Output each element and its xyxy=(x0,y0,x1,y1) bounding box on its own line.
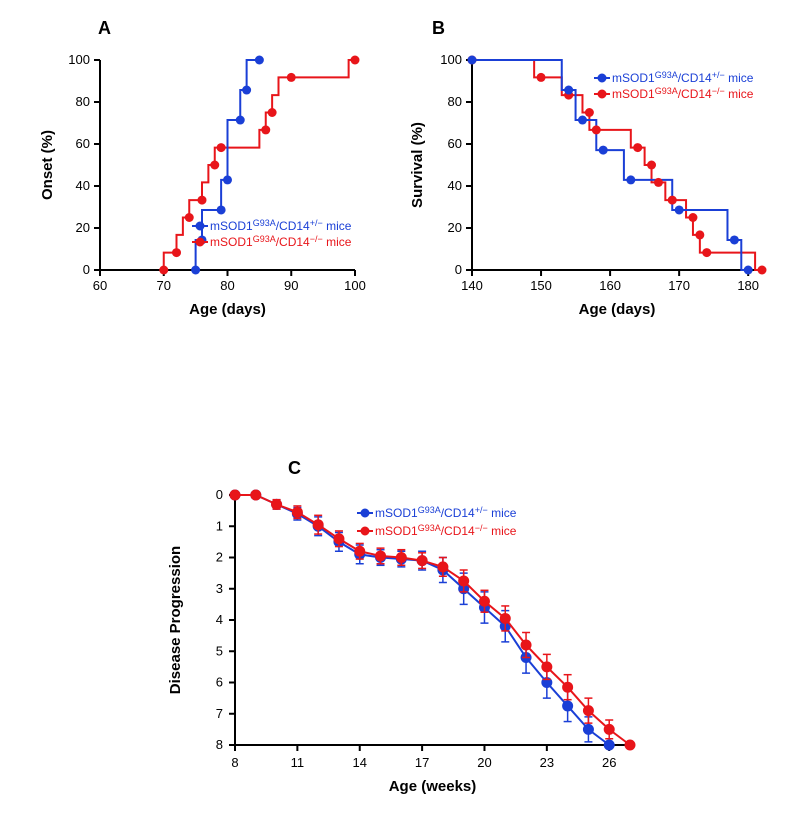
svg-text:100: 100 xyxy=(68,52,90,67)
panel-a-label: A xyxy=(98,18,111,39)
svg-text:6: 6 xyxy=(216,675,223,690)
svg-text:Age (weeks): Age (weeks) xyxy=(389,778,477,795)
svg-text:Disease Progression: Disease Progression xyxy=(167,546,184,694)
svg-text:100: 100 xyxy=(344,278,366,293)
svg-text:40: 40 xyxy=(448,178,462,193)
svg-text:60: 60 xyxy=(76,136,90,151)
svg-text:60: 60 xyxy=(93,278,107,293)
svg-text:80: 80 xyxy=(220,278,234,293)
svg-text:14: 14 xyxy=(353,755,367,770)
svg-text:0: 0 xyxy=(455,262,462,277)
svg-text:mSOD1G93A/CD14+/− mice: mSOD1G93A/CD14+/− mice xyxy=(210,218,352,233)
svg-text:70: 70 xyxy=(157,278,171,293)
chart-survival: 140 150 160 170 180 0 20 40 60 80 100 Age (days) Sur… xyxy=(400,40,790,340)
svg-text:11: 11 xyxy=(291,755,305,770)
svg-text:100: 100 xyxy=(440,52,462,67)
svg-text:5: 5 xyxy=(216,643,223,658)
svg-text:150: 150 xyxy=(530,278,552,293)
svg-text:20: 20 xyxy=(76,220,90,235)
svg-text:Age (days): Age (days) xyxy=(579,301,656,318)
svg-text:mSOD1G93A/CD14+/− mice: mSOD1G93A/CD14+/− mice xyxy=(375,505,517,520)
svg-text:23: 23 xyxy=(540,755,554,770)
svg-text:0: 0 xyxy=(216,487,223,502)
svg-text:mSOD1G93A/CD14−/− mice: mSOD1G93A/CD14−/− mice xyxy=(612,86,754,101)
svg-text:7: 7 xyxy=(216,706,223,721)
svg-text:Survival (%): Survival (%) xyxy=(409,122,426,208)
svg-text:170: 170 xyxy=(668,278,690,293)
svg-text:4: 4 xyxy=(216,612,223,627)
svg-text:8: 8 xyxy=(231,755,238,770)
chart-onset: 60 70 80 90 100 0 20 40 60 80 100 Age (days) Onset (… xyxy=(30,40,390,340)
svg-text:1: 1 xyxy=(216,518,223,533)
svg-text:mSOD1G93A/CD14−/− mice: mSOD1G93A/CD14−/− mice xyxy=(375,523,517,538)
svg-text:80: 80 xyxy=(448,94,462,109)
svg-text:2: 2 xyxy=(216,550,223,565)
chart-progression: 8111417202326012345678Age (weeks)Disease… xyxy=(145,480,665,810)
svg-text:3: 3 xyxy=(216,581,223,596)
svg-text:0: 0 xyxy=(83,262,90,277)
svg-text:160: 160 xyxy=(599,278,621,293)
figure-page: A B C 60708090100020406080100Age (days)O… xyxy=(0,0,800,818)
svg-text:20: 20 xyxy=(477,755,491,770)
svg-text:mSOD1G93A/CD14+/− mice: mSOD1G93A/CD14+/− mice xyxy=(612,70,754,85)
svg-text:26: 26 xyxy=(602,755,616,770)
svg-text:140: 140 xyxy=(461,278,483,293)
svg-text:Age (days): Age (days) xyxy=(189,301,266,318)
svg-text:180: 180 xyxy=(737,278,759,293)
svg-text:40: 40 xyxy=(76,178,90,193)
svg-text:80: 80 xyxy=(76,94,90,109)
panel-c-label: C xyxy=(288,458,301,479)
svg-text:20: 20 xyxy=(448,220,462,235)
svg-text:17: 17 xyxy=(415,755,429,770)
svg-text:mSOD1G93A/CD14−/− mice: mSOD1G93A/CD14−/− mice xyxy=(210,234,352,249)
svg-text:90: 90 xyxy=(284,278,298,293)
panel-b-label: B xyxy=(432,18,445,39)
svg-text:Onset (%): Onset (%) xyxy=(39,130,56,200)
svg-text:60: 60 xyxy=(448,136,462,151)
svg-text:8: 8 xyxy=(216,737,223,752)
